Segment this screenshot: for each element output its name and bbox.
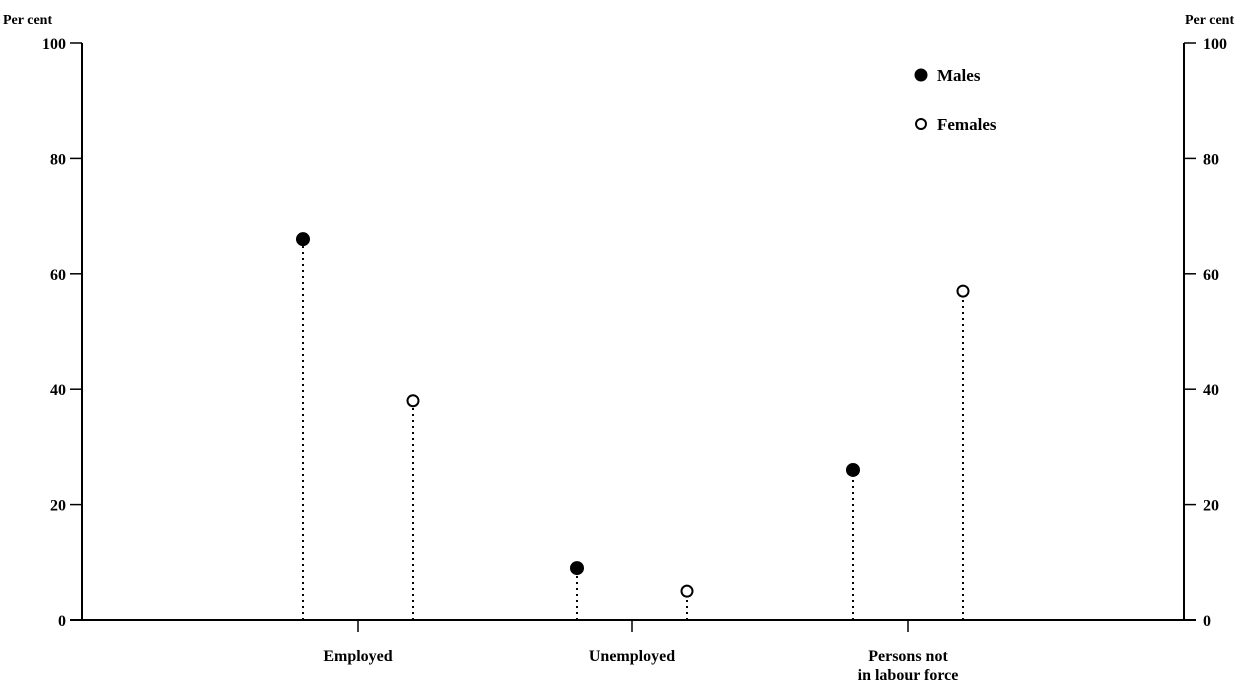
right-y-tick-label: 100	[1203, 36, 1227, 53]
males-point	[570, 561, 584, 576]
left-y-tick-label: 40	[50, 382, 66, 399]
right-y-tick-label: 60	[1203, 267, 1219, 284]
right-y-tick-label: 80	[1203, 151, 1219, 168]
data-points	[296, 232, 970, 598]
legend-males-marker	[914, 68, 928, 82]
left-axis-unit-label: Per cent	[3, 13, 52, 28]
x-category-label: Unemployed	[589, 648, 675, 665]
y-axis-ticks: 0 0 20 20 40 40 60 60 80 80 100 100	[42, 36, 1227, 630]
x-axis-ticks	[357, 620, 909, 632]
x-category-label: Employed	[323, 648, 392, 665]
legend: Males Females	[914, 66, 997, 134]
drop-lines	[302, 246, 964, 620]
males-point	[296, 232, 310, 247]
females-point	[406, 394, 420, 408]
males-point	[846, 462, 860, 477]
females-point	[680, 584, 694, 598]
category-labels: Employed Unemployed Persons not in labour f…	[323, 648, 958, 684]
left-y-tick-label: 20	[50, 498, 66, 515]
right-axis-unit-label: Per cent	[1185, 13, 1234, 28]
right-y-tick-label: 20	[1203, 498, 1219, 515]
x-category-label: Persons not	[868, 648, 948, 665]
legend-label: Males	[937, 66, 981, 85]
legend-females-marker	[915, 118, 927, 130]
legend-label: Females	[937, 115, 997, 134]
x-category-label: in labour force	[858, 667, 959, 684]
right-y-tick-label: 40	[1203, 382, 1219, 399]
left-y-tick-label: 60	[50, 267, 66, 284]
left-y-tick-label: 80	[50, 151, 66, 168]
axes	[70, 43, 1196, 621]
left-y-tick-label: 0	[58, 613, 66, 630]
left-y-tick-label: 100	[42, 36, 66, 53]
right-y-tick-label: 0	[1203, 613, 1211, 630]
females-point	[956, 284, 970, 298]
